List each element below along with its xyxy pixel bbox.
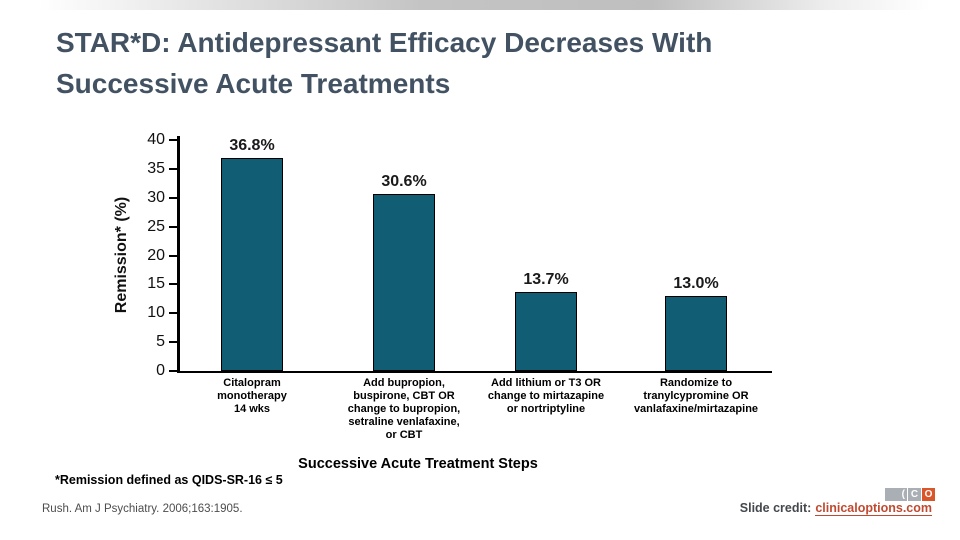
y-axis-tick xyxy=(169,196,177,199)
category-label: Citalopram monotherapy 14 wks xyxy=(160,377,344,416)
y-axis-tick-label: 30 xyxy=(147,188,165,206)
footnote: *Remission defined as QIDS-SR-16 ≤ 5 xyxy=(55,473,283,487)
category-label-line: buspirone, CBT OR xyxy=(353,390,455,402)
cco-logo: ( C O xyxy=(885,488,935,501)
bar xyxy=(665,295,727,371)
category-label-line: change to mirtazapine xyxy=(487,390,605,402)
y-axis-tick xyxy=(169,283,177,286)
category-label: Randomize to tranylcypromine OR vanlafaxin… xyxy=(604,377,788,416)
category-label-line: Add bupropion, xyxy=(363,377,445,389)
bar-value-label: 13.7% xyxy=(523,270,569,288)
slide-title-line1: STAR*D: Antidepressant Efficacy Decrease… xyxy=(56,27,713,58)
bar-value-label: 36.8% xyxy=(229,137,275,155)
slide-title-line2: Successive Acute Treatments xyxy=(56,68,451,99)
y-axis-tick xyxy=(169,312,177,315)
category-label-line: monotherapy xyxy=(217,390,287,402)
bar-value-label: 13.0% xyxy=(673,274,719,292)
bar xyxy=(221,158,283,371)
y-axis-line xyxy=(177,136,180,373)
bar xyxy=(373,194,435,371)
y-axis-tick xyxy=(169,167,177,170)
y-axis-tick-label: 25 xyxy=(147,217,165,235)
slide-credit-label: Slide credit: xyxy=(739,501,812,515)
cco-logo-o-icon: O xyxy=(922,488,935,501)
y-axis-tick-label: 35 xyxy=(147,159,165,177)
category-label-line: tranylcypromine OR xyxy=(643,390,749,402)
category-label-line: Citalopram xyxy=(223,377,281,389)
bar xyxy=(515,291,577,371)
y-axis-tick xyxy=(169,254,177,257)
y-axis-tick-label: 40 xyxy=(147,131,165,148)
y-axis-tick xyxy=(169,341,177,344)
y-axis-tick xyxy=(169,225,177,228)
reference-citation: Rush. Am J Psychiatry. 2006;163:1905. xyxy=(42,503,243,515)
cco-logo-crescent-icon: ( xyxy=(885,488,907,501)
cco-logo-c-icon: C xyxy=(908,488,921,501)
top-gradient-bar xyxy=(0,0,960,10)
slide-credit-link[interactable]: clinicaloptions.com xyxy=(815,501,932,516)
y-axis-tick xyxy=(169,370,177,372)
category-label-line: Add lithium or T3 OR xyxy=(491,377,601,389)
x-axis-line xyxy=(177,371,772,373)
x-axis-title: Successive Acute Treatment Steps xyxy=(298,456,538,472)
category-label-line: 14 wks xyxy=(233,403,271,415)
slide-title: STAR*D: Antidepressant Efficacy Decrease… xyxy=(56,22,896,104)
category-label-line: setraline venlafaxine, xyxy=(348,416,460,428)
y-axis-tick xyxy=(169,139,177,141)
y-axis-tick-label: 0 xyxy=(156,362,165,379)
y-axis-tick-label: 10 xyxy=(147,304,165,322)
category-label: Add lithium or T3 OR change to mirtazapin… xyxy=(454,377,638,416)
category-label-line: vanlafaxine/mirtazapine xyxy=(633,403,759,415)
bar-value-label: 30.6% xyxy=(381,173,427,191)
y-axis-tick-label: 15 xyxy=(147,275,165,293)
category-label-line: Randomize to xyxy=(659,377,733,389)
y-axis-tick-label: 20 xyxy=(147,246,165,264)
category-label: Add bupropion, buspirone, CBT OR change to… xyxy=(312,377,496,442)
slide-credit: Slide credit: clinicaloptions.com xyxy=(739,501,932,516)
category-label-line: or CBT xyxy=(385,429,423,441)
category-label-line: or nortriptyline xyxy=(506,403,586,415)
y-axis-tick-label: 5 xyxy=(156,333,165,351)
category-label-line: change to bupropion, xyxy=(347,403,461,415)
